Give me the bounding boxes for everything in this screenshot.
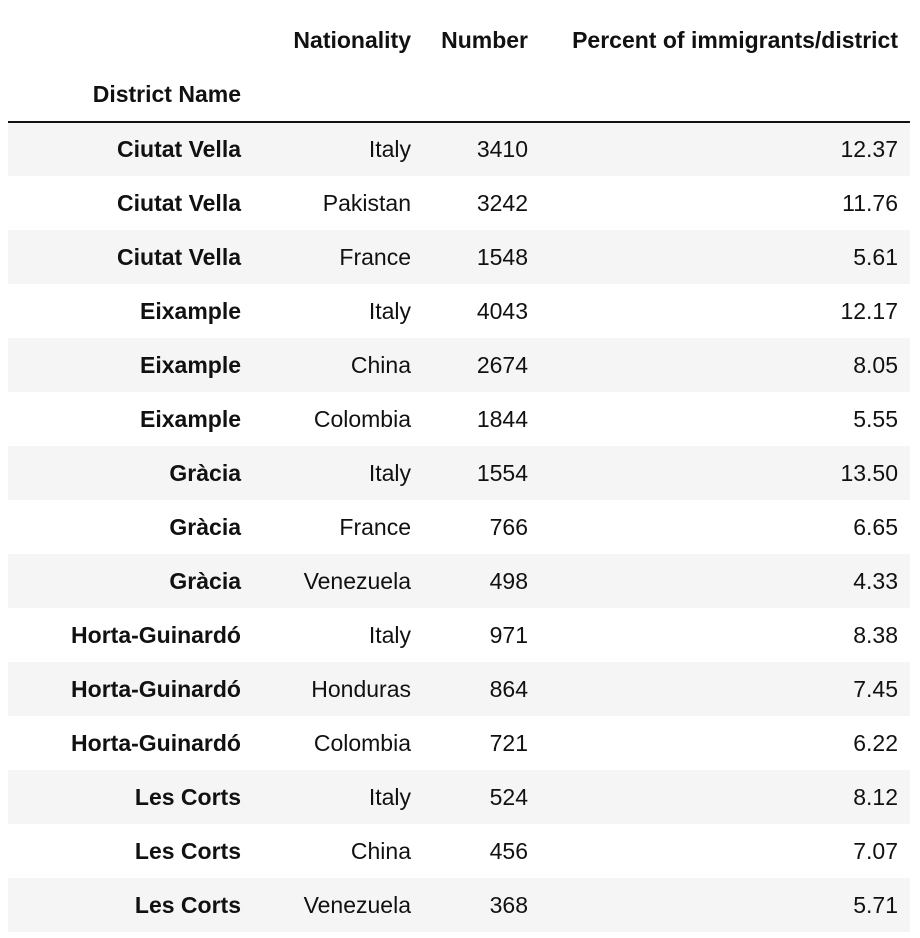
nationality-cell: France — [339, 513, 411, 540]
district-cell: Horta-Guinardó — [71, 621, 241, 648]
nationality-cell: Venezuela — [303, 891, 411, 918]
district-cell: Ciutat Vella — [117, 189, 241, 216]
table-row: Les Corts China 456 7.07 — [8, 824, 910, 878]
nationality-cell: China — [350, 351, 411, 378]
number-cell: 368 — [489, 891, 528, 918]
district-cell: Gràcia — [169, 567, 241, 594]
nationality-cell: France — [339, 243, 411, 270]
percent-cell: 13.50 — [840, 459, 898, 486]
district-cell: Les Corts — [134, 891, 241, 918]
district-cell: Les Corts — [134, 783, 241, 810]
table-header: Nationality Number Percent of immigrants… — [8, 13, 910, 123]
number-cell: 766 — [489, 513, 528, 540]
column-header-number: Number — [441, 26, 528, 53]
district-cell: Eixample — [140, 351, 241, 378]
number-cell: 456 — [489, 837, 528, 864]
table-row: Gràcia Venezuela 498 4.33 — [8, 554, 910, 608]
percent-cell: 11.76 — [842, 189, 898, 216]
column-header-row: Nationality Number Percent of immigrants… — [8, 13, 910, 67]
percent-cell: 7.45 — [853, 675, 898, 702]
blank-header-cell — [8, 13, 253, 67]
table-body: Ciutat Vella Italy 3410 12.37 Ciutat Vella Pa… — [8, 122, 910, 932]
district-cell: Les Corts — [134, 837, 241, 864]
percent-cell: 4.33 — [853, 567, 898, 594]
blank-header-cell — [423, 67, 540, 123]
nationality-cell: Italy — [368, 136, 411, 162]
percent-cell: 12.17 — [840, 297, 898, 324]
district-cell: Ciutat Vella — [117, 243, 241, 270]
nationality-cell: Venezuela — [303, 567, 411, 594]
blank-header-cell — [253, 67, 423, 123]
percent-cell: 8.12 — [853, 783, 898, 810]
nationality-cell: Italy — [368, 783, 411, 810]
nationality-cell: Italy — [368, 297, 411, 324]
percent-cell: 5.61 — [853, 243, 898, 270]
column-header-percent: Percent of immigrants/district — [572, 26, 898, 53]
percent-cell: 8.38 — [853, 621, 898, 648]
percent-cell: 5.55 — [853, 405, 898, 432]
nationality-cell: China — [350, 837, 411, 864]
index-name-row: District Name — [8, 67, 910, 123]
district-cell: Gràcia — [169, 513, 241, 540]
nationality-cell: Pakistan — [322, 189, 411, 216]
number-cell: 721 — [489, 729, 528, 756]
percent-cell: 6.22 — [853, 729, 898, 756]
percent-cell: 7.07 — [853, 837, 898, 864]
percent-cell: 8.05 — [853, 351, 898, 378]
blank-header-cell — [540, 67, 910, 123]
table-row: Gràcia France 766 6.65 — [8, 500, 910, 554]
number-cell: 3410 — [476, 136, 528, 162]
table-row: Eixample Italy 4043 12.17 — [8, 284, 910, 338]
table-row: Eixample China 2674 8.05 — [8, 338, 910, 392]
district-cell: Eixample — [140, 297, 241, 324]
number-cell: 1554 — [476, 459, 528, 486]
district-cell: Eixample — [140, 405, 241, 432]
district-cell: Horta-Guinardó — [71, 675, 241, 702]
nationality-cell: Italy — [368, 459, 411, 486]
number-cell: 3242 — [476, 189, 528, 216]
percent-cell: 5.71 — [853, 891, 898, 918]
percent-cell: 12.37 — [840, 136, 898, 162]
number-cell: 864 — [489, 675, 528, 702]
table-row: Ciutat Vella Pakistan 3242 11.76 — [8, 176, 910, 230]
dataframe-table: Nationality Number Percent of immigrants… — [8, 13, 910, 932]
percent-cell: 6.65 — [853, 513, 898, 540]
table-row: Eixample Colombia 1844 5.55 — [8, 392, 910, 446]
district-cell: Ciutat Vella — [117, 136, 241, 162]
index-name-header: District Name — [8, 67, 253, 123]
table-row: Horta-Guinardó Colombia 721 6.22 — [8, 716, 910, 770]
number-cell: 4043 — [476, 297, 528, 324]
nationality-cell: Honduras — [311, 675, 411, 702]
number-cell: 1844 — [476, 405, 528, 432]
table-row: Ciutat Vella France 1548 5.61 — [8, 230, 910, 284]
nationality-cell: Colombia — [313, 405, 411, 432]
number-cell: 1548 — [476, 243, 528, 270]
number-cell: 971 — [489, 621, 528, 648]
table-row: Horta-Guinardó Honduras 864 7.45 — [8, 662, 910, 716]
table-row: Gràcia Italy 1554 13.50 — [8, 446, 910, 500]
table-row: Les Corts Venezuela 368 5.71 — [8, 878, 910, 932]
nationality-cell: Italy — [368, 621, 411, 648]
table-row: Les Corts Italy 524 8.12 — [8, 770, 910, 824]
number-cell: 2674 — [476, 351, 528, 378]
district-cell: Horta-Guinardó — [71, 729, 241, 756]
table-row: Horta-Guinardó Italy 971 8.38 — [8, 608, 910, 662]
number-cell: 498 — [489, 567, 528, 594]
table-row: Ciutat Vella Italy 3410 12.37 — [8, 122, 910, 176]
district-cell: Gràcia — [169, 459, 241, 486]
number-cell: 524 — [489, 783, 528, 810]
nationality-cell: Colombia — [313, 729, 411, 756]
column-header-nationality: Nationality — [293, 26, 411, 53]
